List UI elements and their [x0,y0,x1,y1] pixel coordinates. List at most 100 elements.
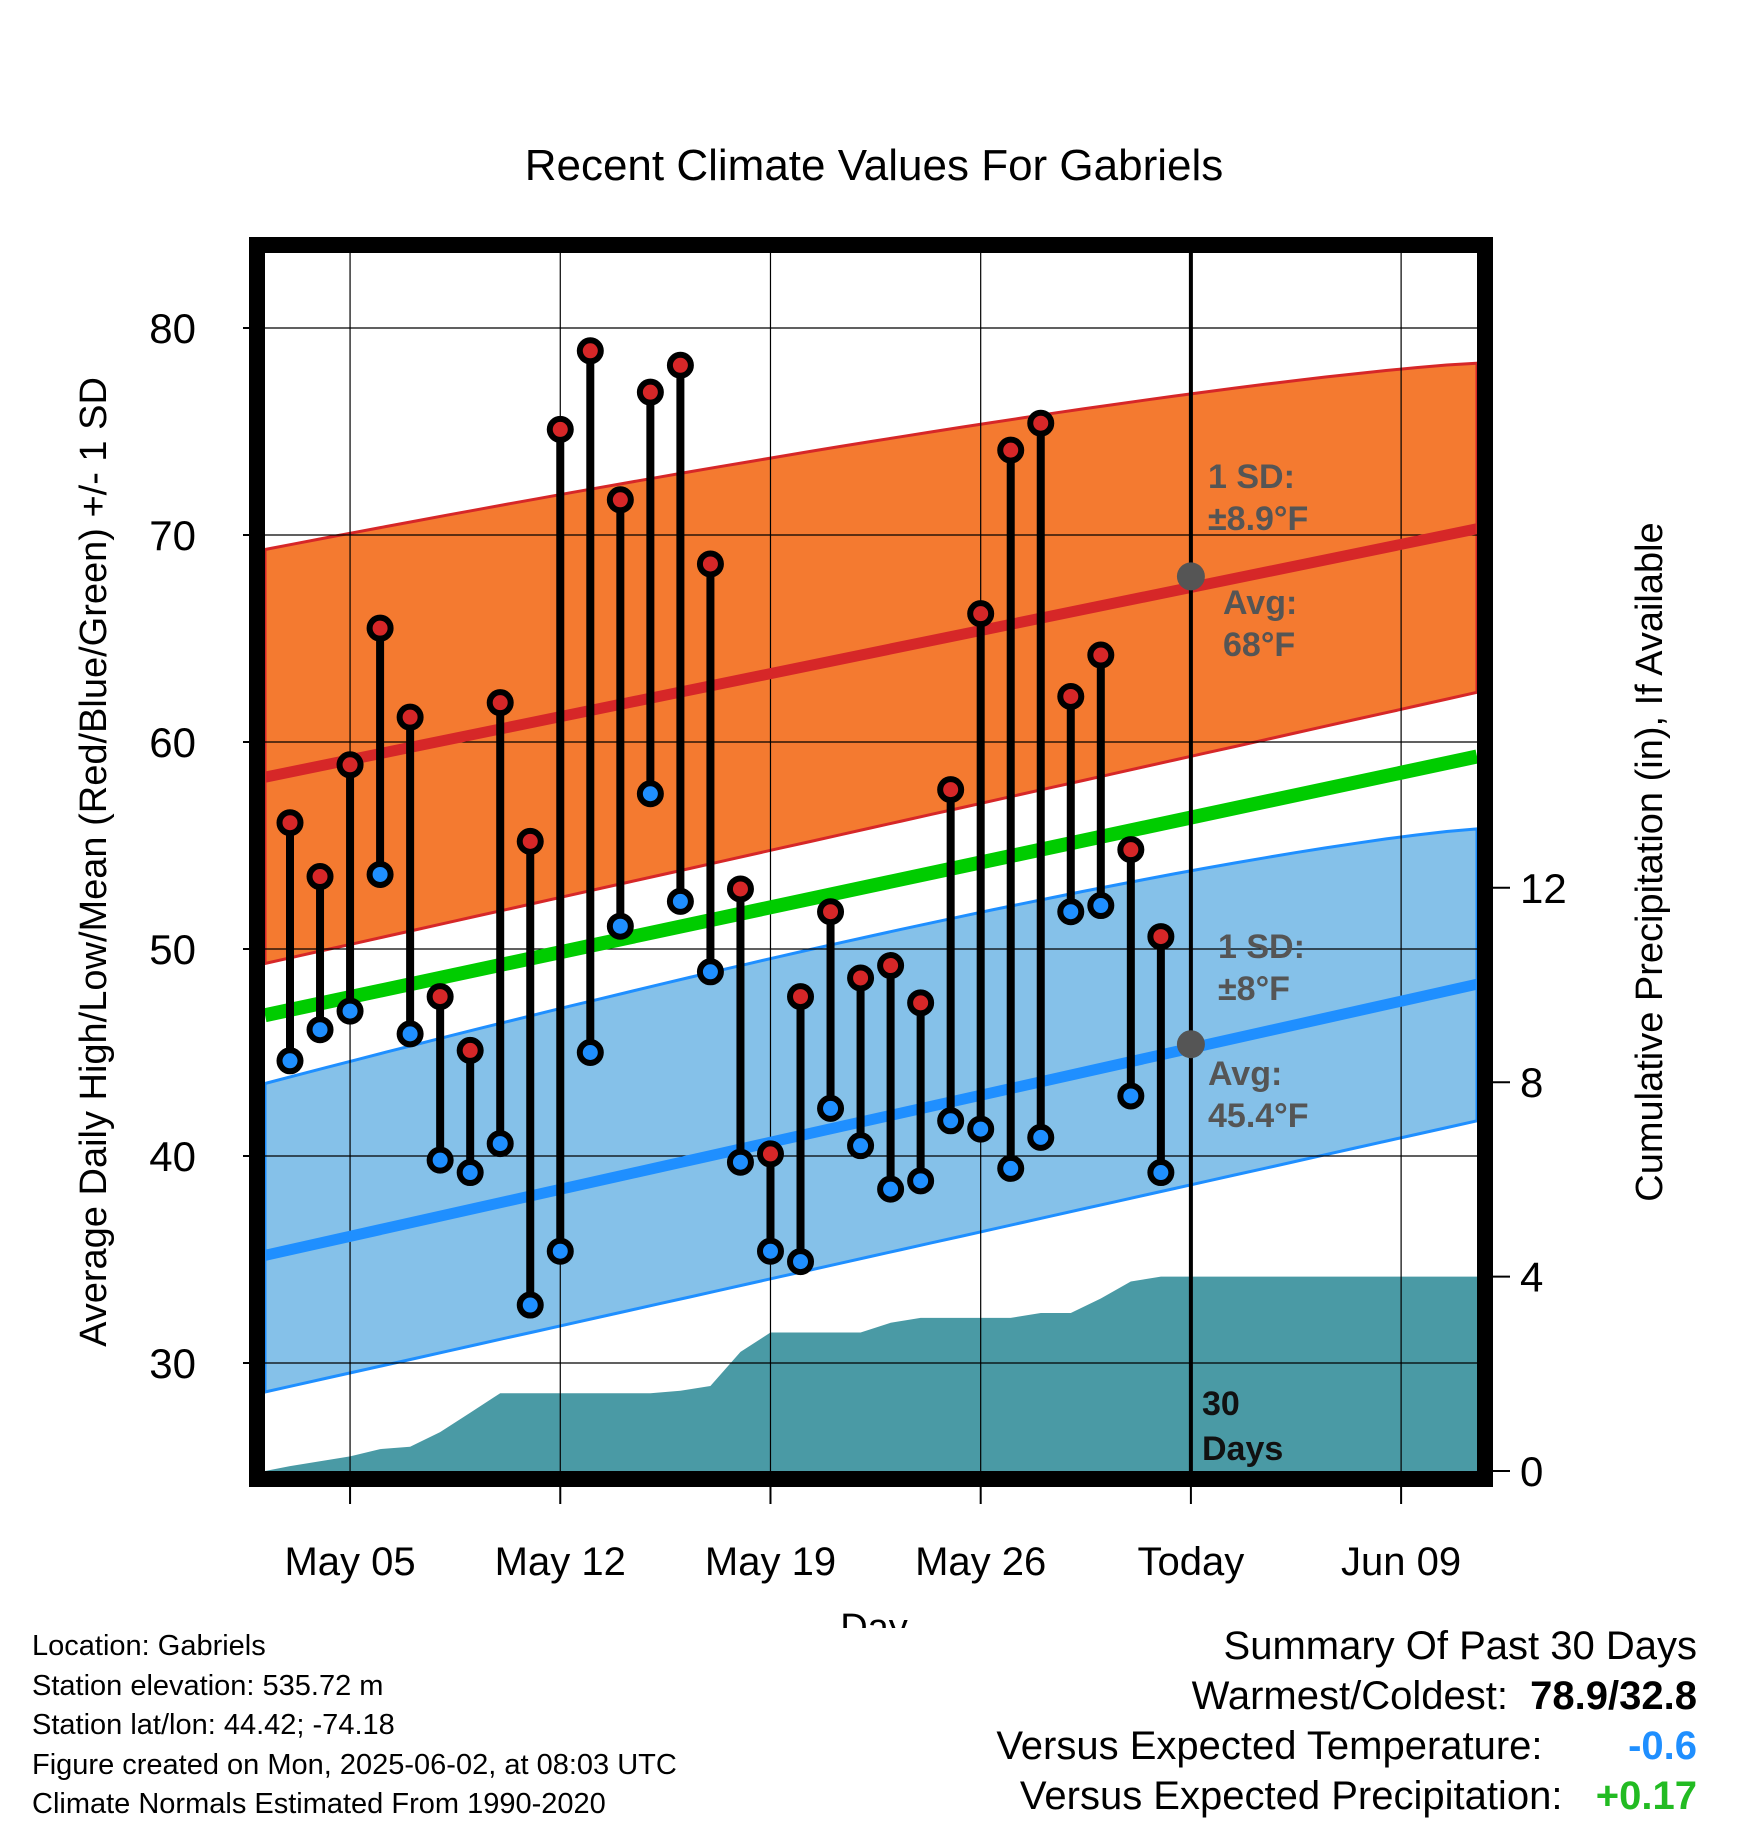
normal-mean-line [263,749,1479,1023]
summary-warm-cold-row: Warmest/Coldest: 78.9/32.8 [996,1671,1697,1721]
daily-high-point [306,863,334,891]
window-days-number: 30 [1202,1385,1240,1423]
daily-high-point [967,600,995,628]
daily-high-point [696,550,724,578]
summary-precip-row: Versus Expected Precipitation: +0.17 [996,1771,1697,1821]
x-axis-label: Day [840,1607,908,1628]
daily-high-point [666,351,694,379]
daily-low-point [426,1146,454,1174]
x-tick-label: May 12 [495,1540,626,1584]
y2-tick-label: 0 [1520,1448,1543,1495]
y-tick-label: 80 [149,305,196,352]
daily-high-point [1147,923,1175,951]
daily-high-point [516,827,544,855]
summary-panel: Summary Of Past 30 Days Warmest/Coldest:… [996,1621,1697,1821]
y-axis-label: Average Daily High/Low/Mean (Red/Blue/Gr… [73,377,115,1347]
daily-high-low-bars [276,337,1175,1319]
window-days-label: Days [1202,1430,1283,1468]
created-text: Figure created on Mon, 2025-06-02, at 08… [32,1748,677,1781]
daily-low-point [366,860,394,888]
daily-high-point [877,952,905,980]
y2-axis-label: Cumulative Precipitation (in), If Availa… [1629,522,1671,1201]
daily-high-point [396,703,424,731]
daily-low-point [696,958,724,986]
daily-high-point [366,614,394,642]
y-tick-label: 40 [149,1133,196,1180]
low-sd-value: ±8°F [1218,970,1290,1008]
daily-low-point [666,887,694,915]
low-sd-label: 1 SD: [1218,928,1305,966]
daily-high-point [336,751,364,779]
warm-cold-value: 78.9/32.8 [1530,1674,1697,1718]
daily-high-point [1057,682,1085,710]
latlon-text: Station lat/lon: 44.42; -74.18 [32,1709,395,1741]
elevation-text: Station elevation: 535.72 m [32,1669,384,1702]
daily-low-point [1027,1123,1055,1151]
daily-low-point [276,1047,304,1075]
daily-high-point [787,983,815,1011]
x-tick-label: May 19 [705,1540,836,1584]
normal-lines [263,523,1479,1261]
daily-low-point [877,1175,905,1203]
daily-high-point [606,486,634,514]
daily-high-point [276,809,304,837]
summary-temp-row: Versus Expected Temperature: -0.6 [996,1721,1697,1771]
precip-label: Versus Expected Precipitation: [1019,1774,1563,1818]
daily-high-point [1027,409,1055,437]
y-tick-label: 60 [149,719,196,766]
daily-high-point [486,689,514,717]
daily-low-point [546,1237,574,1265]
normal-low-line [263,978,1479,1261]
daily-low-point [306,1016,334,1044]
daily-low-point [606,912,634,940]
today-marker [1176,253,1205,1471]
high-sd-label: 1 SD: [1208,458,1295,496]
daily-high-point [847,964,875,992]
daily-high-point [937,776,965,804]
daily-high-point [426,983,454,1011]
daily-high-point [1117,836,1145,864]
today-avg-high-dot [1176,562,1205,591]
low-avg-label: Avg: [1208,1055,1282,1093]
high-sd-value: ±8.9°F [1208,500,1308,538]
daily-high-point [907,989,935,1017]
daily-low-point [997,1154,1025,1182]
daily-low-point [336,997,364,1025]
daily-low-point [937,1107,965,1135]
daily-low-point [516,1291,544,1319]
daily-low-point [787,1248,815,1276]
daily-low-point [847,1132,875,1160]
cumulative-precipitation-area [265,1276,1477,1471]
daily-low-point [486,1130,514,1158]
daily-low-point [1147,1159,1175,1187]
y2-tick-label: 12 [1520,865,1567,912]
x-tick-label: Jun 09 [1341,1540,1461,1584]
daily-high-point [1087,641,1115,669]
daily-low-point [817,1094,845,1122]
daily-low-point [967,1115,995,1143]
y2-tick-label: 4 [1520,1254,1543,1301]
summary-heading: Summary Of Past 30 Days [1223,1624,1697,1668]
y2-tick-label: 8 [1520,1059,1543,1106]
climate-chart: Recent Climate Values For Gabriels 1 SD:… [73,141,1671,1628]
x-tick-label: Today [1138,1540,1245,1584]
daily-high-point [756,1140,784,1168]
temp-departure-value: -0.6 [1628,1724,1697,1768]
annotations: 1 SD: ±8.9°F Avg: 68°F 1 SD: ±8°F Avg: 4… [1202,458,1309,1468]
daily-high-point [456,1036,484,1064]
y-tick-label: 70 [149,512,196,559]
daily-low-point [576,1039,604,1066]
today-avg-low-dot [1176,1030,1205,1059]
y-tick-label: 50 [149,926,196,973]
low-avg-value: 45.4°F [1208,1097,1309,1135]
high-avg-label: Avg: [1223,584,1297,622]
x-tick-label: May 26 [915,1540,1046,1584]
warm-cold-label: Warmest/Coldest: [1191,1674,1508,1718]
daily-low-point [1087,892,1115,920]
temp-label: Versus Expected Temperature: [996,1724,1543,1768]
daily-high-point [997,436,1025,464]
daily-low-point [907,1167,935,1195]
location-text: Location: Gabriels [32,1630,266,1662]
chart-title: Recent Climate Values For Gabriels [525,141,1224,190]
daily-low-point [756,1237,784,1265]
